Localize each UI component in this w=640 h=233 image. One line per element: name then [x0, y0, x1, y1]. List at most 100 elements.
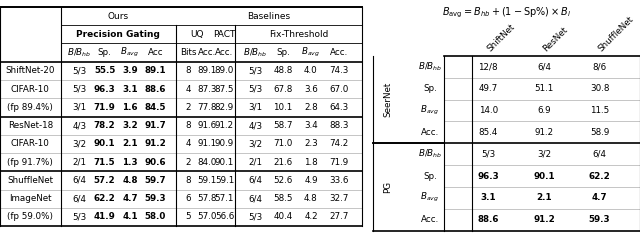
Text: (fp 59.0%): (fp 59.0%)	[8, 212, 53, 221]
Text: 5/3: 5/3	[248, 66, 262, 75]
Text: 58.7: 58.7	[273, 121, 293, 130]
Text: 96.3: 96.3	[477, 171, 499, 181]
Text: 5/3: 5/3	[248, 212, 262, 221]
Text: 90.1: 90.1	[533, 171, 555, 181]
Text: 91.1: 91.1	[197, 139, 216, 148]
Text: 6/4: 6/4	[72, 194, 86, 203]
Text: 87.5: 87.5	[214, 85, 234, 94]
Text: 4.8: 4.8	[304, 194, 318, 203]
Text: 5: 5	[185, 212, 191, 221]
Text: 90.1: 90.1	[215, 158, 234, 167]
Text: 2.1: 2.1	[122, 139, 138, 148]
Text: Sp.: Sp.	[276, 48, 290, 57]
Text: 30.8: 30.8	[590, 84, 609, 93]
Text: 49.7: 49.7	[479, 84, 498, 93]
Text: (fp 89.4%): (fp 89.4%)	[8, 103, 53, 112]
Text: SeerNet: SeerNet	[383, 82, 392, 117]
Text: 4.7: 4.7	[592, 193, 607, 202]
Text: Ours: Ours	[108, 12, 129, 21]
Text: 55.5: 55.5	[94, 66, 115, 75]
Text: 71.5: 71.5	[94, 158, 115, 167]
Text: $B_{avg}$: $B_{avg}$	[120, 46, 140, 59]
Text: 89.1: 89.1	[197, 66, 216, 75]
Text: 1.6: 1.6	[122, 103, 138, 112]
Text: 4.7: 4.7	[122, 194, 138, 203]
Text: 3.4: 3.4	[304, 121, 318, 130]
Text: 2: 2	[185, 158, 191, 167]
Text: 2.1: 2.1	[536, 193, 552, 202]
Text: 4.1: 4.1	[122, 212, 138, 221]
Text: Acc.: Acc.	[420, 215, 439, 224]
Text: ShuffleNet: ShuffleNet	[597, 15, 636, 54]
Text: 91.7: 91.7	[145, 121, 166, 130]
Text: 2/1: 2/1	[248, 158, 262, 167]
Text: 41.9: 41.9	[93, 212, 115, 221]
Text: 32.7: 32.7	[329, 194, 349, 203]
Text: 3/1: 3/1	[72, 103, 86, 112]
Text: ResNet: ResNet	[541, 25, 570, 54]
Text: 78.2: 78.2	[94, 121, 115, 130]
Text: Acc.: Acc.	[420, 128, 439, 137]
Text: $B/B_{hb}$: $B/B_{hb}$	[67, 46, 92, 59]
Text: 58.5: 58.5	[273, 194, 293, 203]
Text: UQ: UQ	[191, 30, 204, 39]
Text: 89.1: 89.1	[145, 66, 166, 75]
Text: 57.1: 57.1	[215, 194, 234, 203]
Text: 67.0: 67.0	[329, 85, 349, 94]
Text: 91.2: 91.2	[145, 139, 166, 148]
Text: 5/3: 5/3	[72, 66, 86, 75]
Text: 64.3: 64.3	[329, 103, 348, 112]
Text: $B_{avg}$: $B_{avg}$	[301, 46, 321, 59]
Text: 6/4: 6/4	[248, 194, 262, 203]
Text: 6/4: 6/4	[537, 62, 551, 71]
Text: 84.0: 84.0	[197, 158, 216, 167]
Text: 8: 8	[185, 66, 191, 75]
Text: 57.8: 57.8	[197, 194, 216, 203]
Text: 3.9: 3.9	[122, 66, 138, 75]
Text: 88.3: 88.3	[329, 121, 349, 130]
Text: PACT: PACT	[213, 30, 236, 39]
Text: Bits: Bits	[180, 48, 196, 57]
Text: 88.6: 88.6	[477, 215, 499, 224]
Text: $B/B_{hb}$: $B/B_{hb}$	[243, 46, 268, 59]
Text: 3.6: 3.6	[304, 85, 318, 94]
Text: 84.5: 84.5	[145, 103, 166, 112]
Text: 52.6: 52.6	[273, 176, 292, 185]
Text: $B_{avg}$: $B_{avg}$	[420, 104, 439, 117]
Text: 4.0: 4.0	[304, 66, 318, 75]
Text: 8: 8	[185, 176, 191, 185]
Text: 12/8: 12/8	[479, 62, 498, 71]
Text: 5/3: 5/3	[72, 212, 86, 221]
Text: 3.2: 3.2	[122, 121, 138, 130]
Text: 59.7: 59.7	[145, 176, 166, 185]
Text: 91.2: 91.2	[534, 128, 554, 137]
Text: Sp.: Sp.	[98, 48, 111, 57]
Text: 56.6: 56.6	[215, 212, 234, 221]
Text: 85.4: 85.4	[479, 128, 498, 137]
Text: 1.3: 1.3	[122, 158, 138, 167]
Text: 2.3: 2.3	[304, 139, 318, 148]
Text: 77.8: 77.8	[197, 103, 216, 112]
Text: 2.8: 2.8	[304, 103, 318, 112]
Text: Baselines: Baselines	[247, 12, 291, 21]
Text: 2/1: 2/1	[72, 158, 86, 167]
Text: 5/3: 5/3	[72, 85, 86, 94]
Text: 3.1: 3.1	[122, 85, 138, 94]
Text: 5/3: 5/3	[248, 85, 262, 94]
Text: 3/2: 3/2	[72, 139, 86, 148]
Text: 6/4: 6/4	[72, 176, 86, 185]
Text: ShiftNet-20: ShiftNet-20	[6, 66, 55, 75]
Text: 3/2: 3/2	[537, 150, 551, 159]
Text: ShiftNet: ShiftNet	[486, 22, 516, 54]
Text: 4: 4	[185, 85, 191, 94]
Text: 58.9: 58.9	[590, 128, 609, 137]
Text: 91.6: 91.6	[197, 121, 216, 130]
Text: 6: 6	[185, 194, 191, 203]
Text: 8: 8	[185, 121, 191, 130]
Text: $B/B_{hb}$: $B/B_{hb}$	[417, 148, 442, 161]
Text: 6/4: 6/4	[248, 176, 262, 185]
Text: 62.2: 62.2	[589, 171, 611, 181]
Text: Acc: Acc	[148, 48, 163, 57]
Text: 4: 4	[185, 139, 191, 148]
Text: 88.6: 88.6	[145, 85, 166, 94]
